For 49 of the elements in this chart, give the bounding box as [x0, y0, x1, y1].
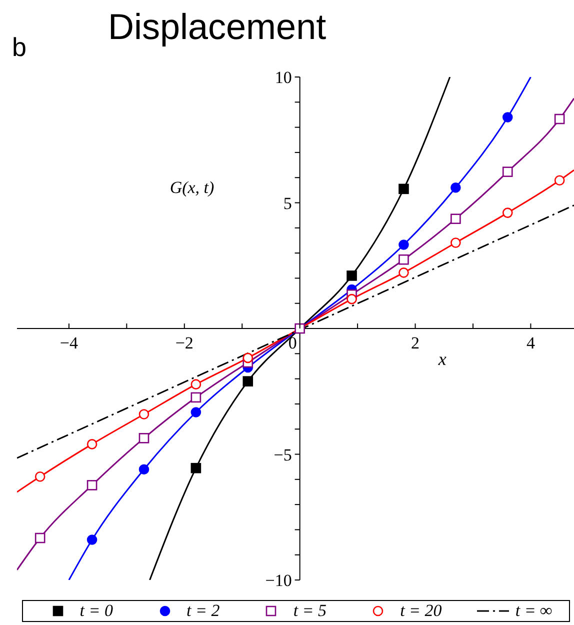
chart-title: Displacement: [108, 6, 326, 48]
point: [398, 184, 409, 194]
point: [138, 433, 150, 444]
point: [86, 480, 98, 490]
y-tick-label: 5: [283, 194, 292, 213]
point: [138, 464, 150, 474]
x-axis-title: x: [438, 348, 446, 370]
line-series: [17, 98, 574, 571]
legend-label: t = ∞: [515, 601, 552, 621]
point: [554, 175, 565, 186]
point: [190, 462, 202, 474]
y-tick-label: 10: [274, 68, 292, 87]
legend-label: t = 5: [293, 601, 327, 621]
point: [346, 294, 357, 304]
point: [86, 439, 98, 450]
point: [450, 214, 461, 224]
point: [138, 409, 150, 420]
point: [242, 376, 254, 386]
point: [86, 534, 98, 545]
y-tick-label: −10: [265, 571, 292, 590]
point: [554, 114, 565, 124]
point: [398, 268, 409, 278]
point: [190, 379, 202, 390]
point: [34, 471, 46, 482]
point: [398, 240, 409, 250]
x-tick-label: −2: [175, 334, 194, 352]
point: [242, 352, 254, 364]
point: [450, 238, 461, 248]
text: b: [12, 32, 26, 63]
y-axis-title: G(x, t): [170, 178, 214, 198]
point: [34, 532, 46, 544]
legend-label: t = 20: [400, 601, 442, 621]
legend-label: t = 2: [186, 601, 220, 621]
point: [502, 208, 513, 218]
legend-label: t = 0: [80, 601, 113, 621]
point: [502, 166, 513, 177]
line-series: [17, 169, 574, 493]
point: [190, 392, 202, 403]
y-tick-label: −5: [274, 445, 292, 464]
x-tick-label: 0: [288, 334, 297, 352]
x-tick-label: −4: [60, 334, 78, 352]
x-tick-label: 4: [526, 334, 536, 352]
point: [502, 112, 513, 122]
x-tick-label: 2: [411, 334, 420, 352]
point: [294, 323, 305, 334]
point: [398, 254, 409, 265]
point: [346, 270, 357, 281]
point: [450, 182, 461, 193]
point: [190, 407, 202, 418]
